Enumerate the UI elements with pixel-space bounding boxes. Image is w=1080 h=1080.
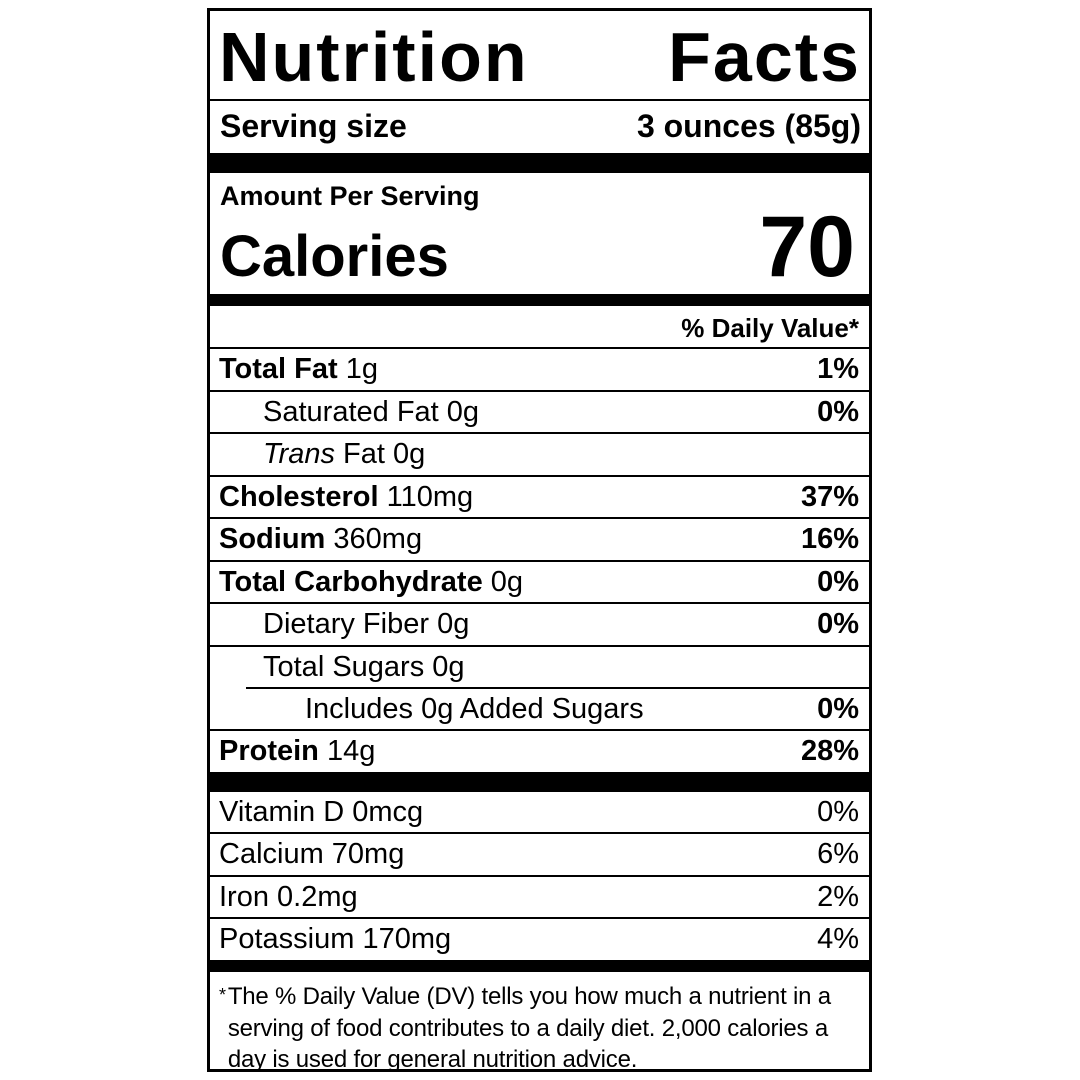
- nutrient-dv: 0%: [817, 608, 859, 641]
- nutrient-name: Total Fat: [219, 353, 338, 386]
- divider: [210, 347, 869, 350]
- divider: [210, 559, 869, 562]
- micronutrient-name: Iron 0.2mg: [219, 880, 358, 913]
- nutrient-row-added-sugars: Includes 0g Added Sugars 0%: [210, 689, 869, 729]
- nutrient-amount: 0g: [446, 395, 480, 428]
- nutrient-row-total-sugars: Total Sugars 0g: [210, 647, 869, 687]
- label-title: Nutrition Facts: [210, 11, 869, 99]
- nutrient-dv: 28%: [800, 735, 859, 768]
- micronutrient-row-iron: Iron 0.2mg 2%: [210, 877, 869, 917]
- nutrient-name: Saturated Fat: [263, 395, 439, 428]
- calories-value: 70: [759, 198, 855, 295]
- nutrient-row-cholesterol: Cholesterol 110mg 37%: [210, 477, 869, 517]
- divider: [210, 644, 869, 647]
- micronutrient-name: Calcium 70mg: [219, 838, 405, 871]
- calories-label: Calories: [220, 223, 449, 289]
- nutrient-row-sodium: Sodium 360mg 16%: [210, 519, 869, 559]
- calories-row: Calories 70: [210, 198, 869, 295]
- nutrient-amount: 0g: [490, 565, 524, 598]
- divider: [210, 98, 869, 101]
- footnote-text: The % Daily Value (DV) tells you how muc…: [227, 982, 831, 1072]
- micronutrient-name: Vitamin D 0mcg: [219, 795, 424, 828]
- nutrient-amount: 14g: [326, 735, 376, 768]
- micronutrient-dv: 6%: [817, 838, 859, 871]
- divider: [210, 432, 869, 435]
- divider: [210, 517, 869, 520]
- medium-rule: [210, 959, 869, 972]
- daily-value-header: % Daily Value*: [681, 312, 859, 343]
- nutrient-row-dietary-fiber: Dietary Fiber 0g 0%: [210, 604, 869, 644]
- micronutrient-dv: 2%: [817, 880, 859, 913]
- nutrient-name: Dietary Fiber: [263, 608, 429, 641]
- nutrient-dv: 1%: [817, 353, 859, 386]
- nutrient-amount: 0g: [437, 608, 470, 641]
- nutrient-amount: 1g: [345, 353, 379, 386]
- serving-size-label: Serving size: [220, 107, 407, 144]
- micronutrient-row-potassium: Potassium 170mg 4%: [210, 919, 869, 959]
- nutrient-amount: 110mg: [386, 480, 474, 513]
- divider: [210, 602, 869, 605]
- footnote-asterisk: *: [219, 984, 226, 1005]
- nutrient-row-total-carbohydrate: Total Carbohydrate 0g 0%: [210, 562, 869, 602]
- nutrient-name: Cholesterol: [219, 480, 379, 513]
- nutrient-dv: 0%: [817, 395, 859, 428]
- divider: [210, 729, 869, 732]
- micronutrient-name: Potassium 170mg: [219, 923, 452, 956]
- nutrient-dv: 0%: [817, 693, 859, 726]
- divider: [210, 917, 869, 920]
- nutrient-row-saturated-fat: Saturated Fat 0g 0%: [210, 392, 869, 432]
- nutrient-name: Sodium: [219, 523, 326, 556]
- thick-rule: [210, 152, 869, 173]
- serving-size-value: 3 ounces (85g): [636, 107, 861, 144]
- indented-divider: [246, 687, 869, 690]
- nutrient-amount: Fat 0g: [343, 438, 426, 471]
- nutrient-name: Protein: [219, 735, 319, 768]
- footnote: * The % Daily Value (DV) tells you how m…: [210, 972, 869, 1072]
- nutrient-dv: 16%: [800, 523, 859, 556]
- thick-rule: [210, 771, 869, 792]
- nutrient-name: Total Carbohydrate: [219, 565, 483, 598]
- nutrient-amount: 360mg: [333, 523, 423, 556]
- nutrient-name: Total Sugars: [263, 650, 425, 683]
- serving-size-row: Serving size 3 ounces (85g): [210, 101, 869, 153]
- divider: [210, 832, 869, 835]
- micronutrient-dv: 4%: [817, 923, 859, 956]
- medium-rule: [210, 293, 869, 306]
- divider: [210, 474, 869, 477]
- nutrient-name: Includes 0g Added Sugars: [305, 693, 644, 726]
- nutrition-facts-label: Nutrition Facts Serving size 3 ounces (8…: [207, 8, 872, 1072]
- divider: [210, 874, 869, 877]
- nutrient-row-trans-fat: Trans Fat 0g: [210, 434, 869, 474]
- nutrient-row-total-fat: Total Fat 1g 1%: [210, 349, 869, 389]
- micronutrient-row-calcium: Calcium 70mg 6%: [210, 834, 869, 874]
- nutrient-dv: 0%: [817, 565, 859, 598]
- label-title-word-2: Facts: [668, 18, 861, 96]
- micronutrient-row-vitamin-d: Vitamin D 0mcg 0%: [210, 792, 869, 832]
- label-title-word-1: Nutrition: [219, 18, 529, 96]
- divider: [210, 389, 869, 392]
- nutrient-amount: 0g: [432, 650, 465, 683]
- nutrient-row-protein: Protein 14g 28%: [210, 731, 869, 771]
- amount-per-serving-label: Amount Per Serving: [220, 180, 480, 211]
- nutrient-dv: 37%: [800, 480, 859, 513]
- micronutrient-dv: 0%: [817, 795, 859, 828]
- nutrient-name: Trans: [263, 438, 335, 471]
